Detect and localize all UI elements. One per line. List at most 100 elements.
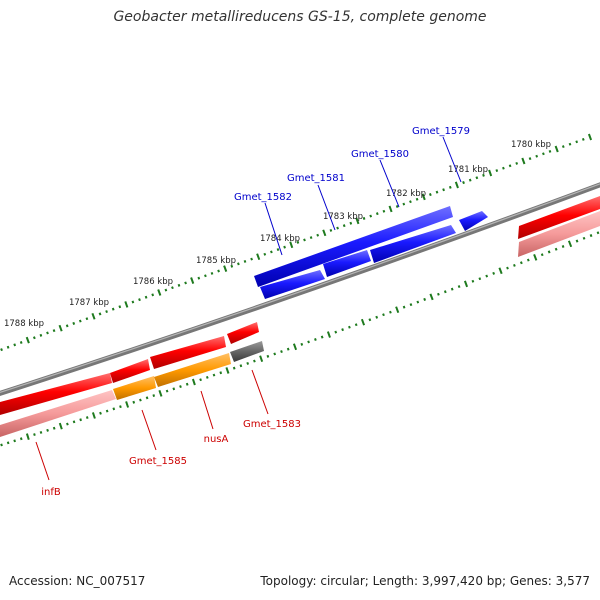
svg-text:Gmet_1583: Gmet_1583 (243, 419, 301, 430)
gene-gmet-1580-arrow[interactable] (370, 225, 456, 263)
inner-track-minor-tick (423, 297, 427, 301)
gene-gmet-1585-operon[interactable] (113, 376, 156, 400)
outer-track-major-tick (554, 145, 559, 153)
outer-track-minor-tick (204, 274, 207, 278)
tick-label: 1781 kbp (448, 165, 488, 175)
label-gmet-1583: Gmet_1583 (243, 369, 301, 430)
inner-track-minor-tick (409, 303, 413, 307)
inner-track-minor-tick (85, 416, 89, 419)
inner-track-minor-tick (212, 373, 216, 377)
gene-infb-light-arrow[interactable] (0, 390, 116, 437)
tick-label: 1788 kbp (4, 319, 44, 329)
outer-track-minor-tick (428, 193, 432, 197)
outer-track-minor-tick (65, 324, 69, 328)
genome-backbone-highlight (0, 183, 600, 394)
inner-track-major-tick (395, 306, 400, 314)
inner-track-major-tick (225, 367, 230, 374)
inner-track-minor-tick (266, 354, 270, 358)
inner-track-major-tick (191, 378, 196, 386)
outer-track-major-tick (355, 217, 360, 225)
gene-gmet-1583-pseudo[interactable] (230, 341, 264, 362)
outer-track-minor-tick (409, 200, 412, 204)
inner-track-minor-tick (443, 290, 447, 294)
inner-track-minor-tick (79, 418, 82, 422)
inner-track-minor-tick (561, 245, 565, 248)
outer-track-minor-tick (502, 166, 505, 170)
outer-track-minor-tick (243, 259, 247, 263)
tick-label: 1787 kbp (69, 298, 109, 308)
gene-nusa-arrow[interactable] (150, 336, 226, 369)
outer-track-minor-tick (561, 145, 565, 149)
gene-right-arrow[interactable] (518, 196, 600, 239)
inner-track-minor-tick (575, 239, 579, 243)
forward-strand-genes (254, 206, 488, 299)
inner-track-minor-tick (348, 325, 351, 329)
inner-track-minor-tick (99, 411, 102, 415)
gene-gmet-1585-arrow[interactable] (110, 359, 150, 383)
svg-text:Gmet_1581: Gmet_1581 (287, 173, 345, 184)
inner-track-minor-tick (402, 305, 406, 309)
inner-track-minor-tick (485, 274, 489, 278)
inner-track-major-tick (25, 433, 30, 440)
outer-track-minor-tick (508, 164, 512, 168)
gene-labels: Gmet_1579 Gmet_1580 Gmet_1581 Gmet_1582 … (35, 126, 470, 498)
inner-track-minor-tick (205, 375, 209, 379)
tick-label: 1783 kbp (323, 212, 363, 222)
gene-gmet-1582-arrow[interactable] (260, 270, 325, 299)
inner-track-minor-tick (172, 387, 176, 391)
inner-track-minor-tick (416, 300, 420, 304)
outer-track-minor-tick (85, 317, 89, 321)
outer-track-minor-tick (19, 341, 23, 344)
gene-gmet-1579-arrow[interactable] (459, 211, 488, 231)
inner-track-minor-tick (471, 279, 475, 283)
tick-label: 1784 kbp (260, 234, 300, 244)
inner-track-minor-tick (145, 396, 149, 400)
svg-text:infB: infB (41, 487, 61, 498)
inner-track-minor-tick (253, 359, 256, 363)
svg-text:Gmet_1582: Gmet_1582 (234, 192, 292, 203)
outer-track-major-tick (488, 169, 493, 177)
inner-track-minor-tick (596, 231, 600, 235)
inner-track-minor-tick (105, 409, 109, 413)
inner-track-minor-tick (519, 261, 523, 265)
inner-track-minor-tick (239, 364, 243, 368)
outer-track-minor-tick (296, 240, 300, 244)
gene-infb-arrow[interactable] (0, 373, 112, 415)
label-gmet-1585: Gmet_1585 (129, 409, 187, 467)
outer-track-major-tick (587, 133, 593, 141)
map-title: Geobacter metallireducens GS-15, complet… (113, 9, 487, 25)
inner-track-minor-tick (185, 382, 189, 386)
outer-track-minor-tick (415, 197, 419, 201)
outer-track-minor-tick (270, 250, 273, 254)
outer-track-minor-tick (329, 228, 333, 232)
outer-track-minor-tick (105, 310, 108, 314)
inner-track-minor-tick (179, 385, 182, 389)
outer-track-minor-tick (151, 293, 155, 297)
major-tick-marks: 1780 kbp 1781 kbp 1782 kbp 1783 kbp 1784 kbp… (4, 140, 551, 329)
inner-track-minor-tick (513, 263, 516, 267)
outer-track-minor-tick (581, 137, 585, 141)
label-nusa: nusA (200, 390, 229, 445)
outer-track-minor-tick (468, 178, 472, 182)
outer-track-minor-tick (283, 245, 286, 249)
outer-track-minor-tick (395, 205, 399, 208)
outer-track-minor-tick (177, 283, 181, 287)
outer-track-major-tick (25, 336, 30, 344)
inner-track-minor-tick (219, 371, 223, 375)
outer-track-minor-tick (442, 188, 445, 192)
gene-gmet-1583-rev-arrow[interactable] (227, 322, 259, 344)
gene-nusa-operon[interactable] (154, 353, 231, 387)
gene-right-light-arrow[interactable] (518, 211, 600, 257)
inner-track-minor-tick (6, 441, 10, 445)
inner-track-minor-tick (286, 347, 290, 351)
inner-track-minor-tick (199, 378, 202, 382)
gene-gmet-1583-fwd-arrow[interactable] (254, 206, 453, 287)
outer-track-minor-tick (375, 212, 379, 216)
gene-gmet-1581-arrow[interactable] (323, 250, 371, 277)
inner-track-minor-tick (165, 389, 169, 393)
inner-track-minor-tick (112, 407, 116, 411)
inner-track-major-tick (58, 422, 63, 430)
outer-track-major-tick (91, 312, 96, 320)
outer-track-minor-tick (336, 226, 339, 230)
outer-track-minor-tick (78, 319, 82, 323)
